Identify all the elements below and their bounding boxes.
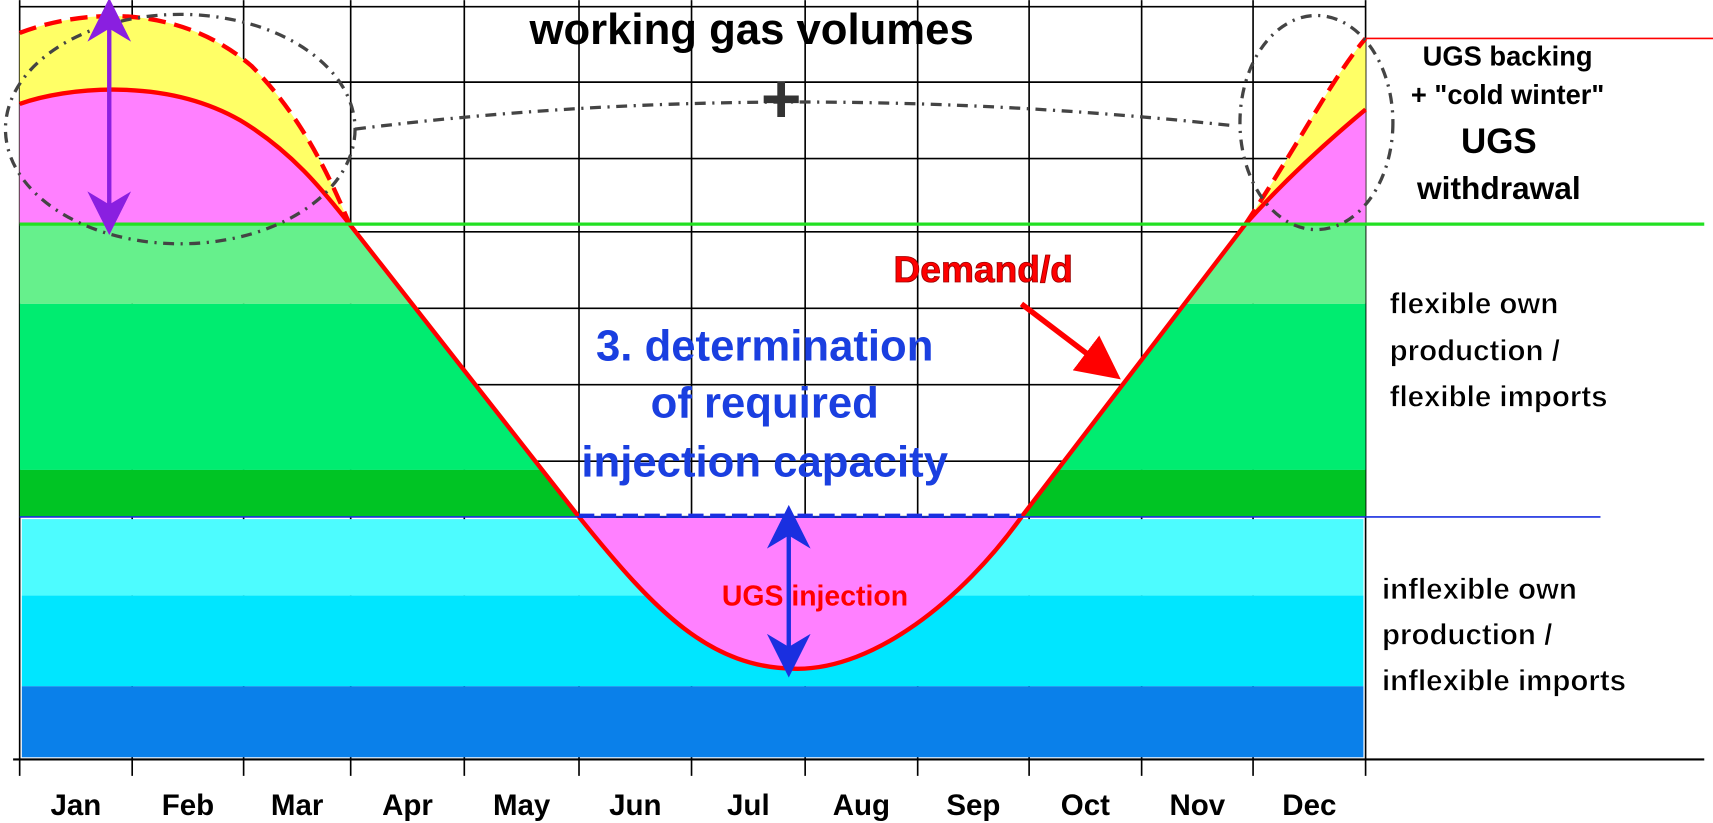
month-label: Mar <box>271 789 324 822</box>
withdrawal-area <box>1245 109 1366 225</box>
legend-text: + "cold winter" <box>1411 79 1605 110</box>
month-label: Feb <box>162 789 214 822</box>
legend-text: production / <box>1382 619 1552 652</box>
legend-text: flexible own <box>1390 288 1559 321</box>
legend-text: inflexible own <box>1382 573 1577 606</box>
month-label: Oct <box>1061 789 1110 822</box>
legend-text: flexible imports <box>1390 381 1608 414</box>
determination: of required <box>651 379 879 428</box>
month-label: Aug <box>833 789 890 822</box>
ellipse <box>1238 13 1395 232</box>
plus: + <box>761 60 802 138</box>
legend-text: production / <box>1390 335 1560 368</box>
month-labels: Jan Feb Mar Apr May Jun Jul Aug Sep Oct Nov Dec <box>51 789 1337 822</box>
connector <box>354 100 1235 131</box>
demand-arrow <box>1019 301 1121 380</box>
legend-text: inflexible imports <box>1382 665 1626 698</box>
month-label: Jan <box>51 789 102 822</box>
month-label: Jul <box>727 789 770 822</box>
demand-label: Demand/d <box>893 248 1072 290</box>
title: working gas volumes <box>528 5 973 54</box>
month-label: Sep <box>946 789 1000 822</box>
injection-label: UGS injection <box>722 580 908 612</box>
month-label: Apr <box>382 789 433 822</box>
month-label: Nov <box>1170 789 1226 822</box>
legend-text: withdrawal <box>1416 170 1581 206</box>
month-label: May <box>493 789 551 822</box>
cold-winter-curve <box>18 13 1368 226</box>
determination: injection capacity <box>581 438 948 487</box>
legend-text: UGS <box>1461 122 1537 161</box>
month-label: Dec <box>1282 789 1336 822</box>
month-label: Jun <box>609 789 661 822</box>
legend-text: UGS backing <box>1423 41 1593 72</box>
determination: 3. determination <box>596 322 933 371</box>
